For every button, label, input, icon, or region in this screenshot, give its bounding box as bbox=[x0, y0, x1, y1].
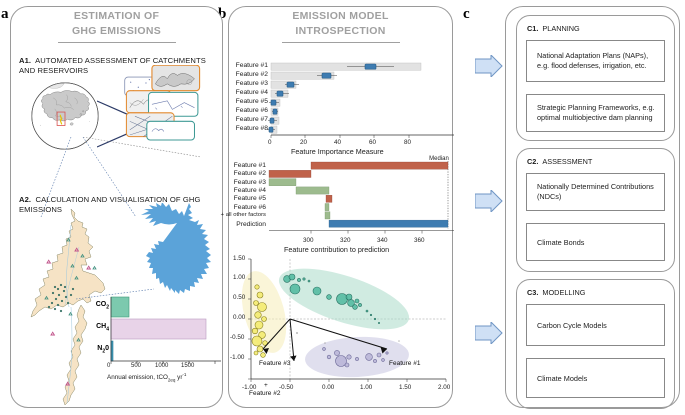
svg-text:+: + bbox=[264, 382, 268, 389]
svg-text:Feature #3: Feature #3 bbox=[259, 360, 291, 367]
svg-text:Feature #1: Feature #1 bbox=[389, 360, 421, 367]
svg-text:Feature #2: Feature #2 bbox=[249, 390, 281, 397]
